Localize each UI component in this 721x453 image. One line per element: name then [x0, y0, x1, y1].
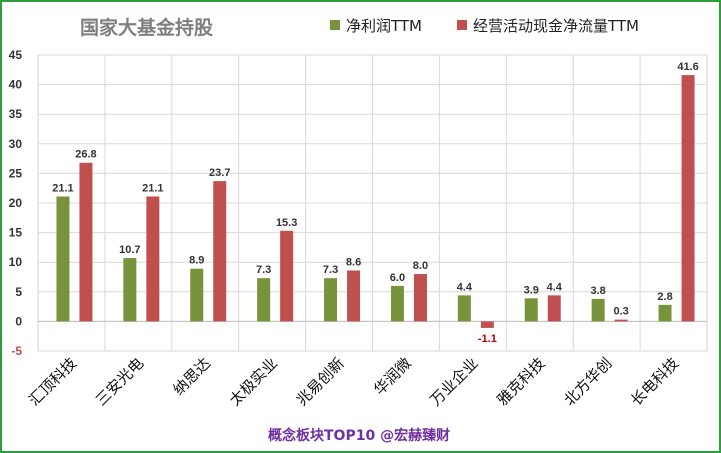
- category-label: 太极实业: [226, 354, 281, 409]
- cash-flow-bar: [79, 162, 93, 322]
- y-axis-ticks: 45 40 35 30 25 20 15 10 5 0 -5: [9, 48, 23, 358]
- cash-flow-bar: [280, 230, 294, 322]
- y-tick-label: 5: [15, 285, 22, 299]
- net-profit-bar: [190, 268, 204, 322]
- y-tick-label: -5: [11, 344, 22, 358]
- net-profit-bar: [457, 295, 471, 322]
- chart-title: 国家大基金持股: [80, 16, 213, 39]
- y-tick-label: 45: [9, 48, 23, 62]
- cash-flow-label: 15.3: [276, 217, 297, 229]
- category-label: 雅克科技: [493, 354, 548, 409]
- net-profit-bar: [123, 258, 137, 322]
- data-labels: 21.1 10.7 8.9 7.3 7.3 6.0 4.4 3.9 3.8 2.8 26.8 21.1…: [52, 61, 699, 345]
- net-profit-bar: [257, 278, 271, 322]
- cash-flow-bar: [614, 319, 628, 322]
- cash-flow-bar: [146, 196, 160, 322]
- category-label: 三安光电: [92, 354, 147, 409]
- cash-flow-bar: [547, 295, 561, 322]
- category-label: 汇顶科技: [25, 354, 80, 409]
- category-label: 长电科技: [627, 354, 682, 409]
- cash-flow-bar: [413, 274, 427, 322]
- category-label: 万业企业: [427, 354, 482, 409]
- net-profit-bar: [390, 285, 404, 322]
- net-profit-bar: [56, 196, 70, 322]
- net-profit-label: 8.9: [189, 255, 204, 267]
- grid: [37, 54, 708, 352]
- net-profit-label: 2.8: [657, 291, 672, 303]
- net-profit-bar: [324, 278, 338, 322]
- cash-flow-label: 41.6: [677, 61, 698, 73]
- net-profit-bar: [658, 304, 672, 322]
- legend-label-net-profit: 净利润TTM: [346, 17, 422, 35]
- cash-flow-bar: [681, 75, 695, 322]
- cash-flow-bar: [480, 321, 494, 328]
- net-profit-label: 7.3: [323, 264, 338, 276]
- y-tick-label: 20: [9, 196, 23, 210]
- net-profit-label: 4.4: [457, 281, 473, 293]
- category-label: 纳思达: [170, 354, 215, 399]
- category-label: 北方华创: [560, 354, 615, 409]
- category-label: 兆易创新: [293, 354, 348, 409]
- footer-caption: 概念板块TOP10 @宏赫臻财: [268, 427, 450, 444]
- net-profit-label: 6.0: [390, 272, 405, 284]
- cash-flow-label: 26.8: [75, 149, 96, 161]
- cash-flow-label: -1.1: [478, 333, 497, 345]
- cash-flow-label: 4.4: [547, 281, 563, 293]
- cash-flow-label: 8.6: [346, 256, 361, 268]
- cash-flow-label: 23.7: [209, 167, 230, 179]
- y-tick-label: 0: [15, 314, 22, 328]
- y-tick-label: 40: [9, 78, 23, 92]
- cash-flow-label: 21.1: [142, 182, 163, 194]
- y-tick-label: 35: [9, 107, 23, 121]
- net-profit-label: 21.1: [52, 182, 73, 194]
- category-label: 华润微: [370, 354, 415, 399]
- y-tick-label: 10: [9, 255, 23, 269]
- legend-swatch-cash-flow: [457, 20, 467, 30]
- net-profit-label: 3.8: [591, 285, 606, 297]
- cash-flow-bar: [347, 270, 361, 322]
- y-tick-label: 25: [9, 166, 23, 180]
- net-profit-label: 3.9: [524, 284, 539, 296]
- cash-flow-bar: [213, 181, 227, 322]
- legend: 净利润TTM 经营活动现金净流量TTM: [330, 17, 639, 35]
- y-tick-label: 15: [9, 226, 23, 240]
- net-profit-label: 10.7: [119, 244, 140, 256]
- cash-flow-label: 0.3: [614, 306, 629, 318]
- cash-flow-label: 8.0: [413, 260, 428, 272]
- net-profit-label: 7.3: [256, 264, 271, 276]
- bars: [56, 75, 695, 328]
- net-profit-bar: [524, 298, 538, 322]
- category-labels: 汇顶科技 三安光电 纳思达 太极实业 兆易创新 华润微 万业企业 雅克科技 北方华创 长电科技: [25, 354, 682, 409]
- net-profit-bar: [591, 298, 605, 322]
- legend-label-cash-flow: 经营活动现金净流量TTM: [473, 17, 639, 35]
- y-tick-label: 30: [9, 137, 23, 151]
- legend-swatch-net-profit: [330, 20, 340, 30]
